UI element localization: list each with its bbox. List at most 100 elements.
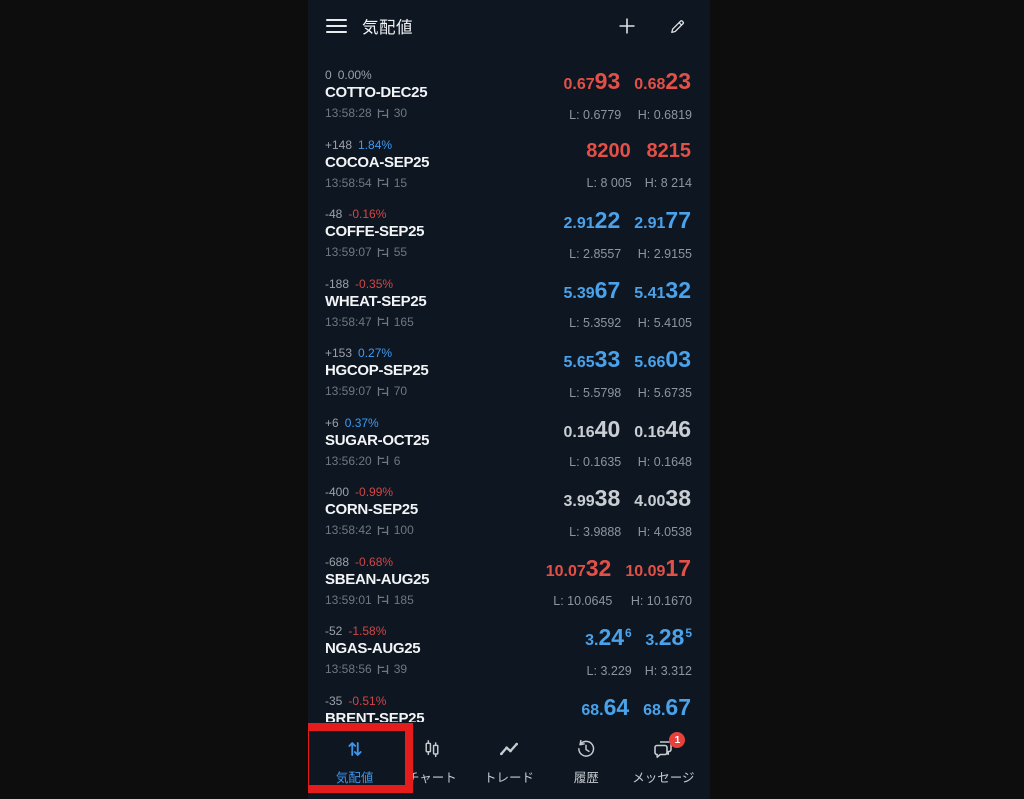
quote-time: 13:58:42 <box>325 523 372 537</box>
daily-change: +6 0.37% <box>325 416 429 430</box>
quote-time: 13:58:47 <box>325 314 372 329</box>
symbol-name: NGAS-AUG25 <box>325 640 421 657</box>
quote-row[interactable]: +153 0.27% HGCOP-SEP25 13:59:07 70 5.6533… <box>325 338 692 408</box>
low-value: L: 3.9888 <box>569 524 622 539</box>
tab-quotes[interactable]: 気配値 <box>316 722 393 799</box>
change-percent: 0.27% <box>358 346 393 360</box>
daily-change: -52 -1.58% <box>325 624 420 638</box>
bid-price: 0.1640 <box>563 415 621 442</box>
change-points: +6 <box>325 415 339 430</box>
bid-price: 5.3967 <box>563 276 621 303</box>
menu-hamburger-icon[interactable] <box>326 18 347 34</box>
tab-label: メッセージ <box>632 771 695 785</box>
low-value: L: 5.3592 <box>569 316 622 331</box>
quote-row[interactable]: -688 -0.68% SBEAN-AUG25 13:59:01 185 10.0… <box>325 547 692 617</box>
high-value: H: 10.1670 <box>630 594 692 609</box>
quote-row[interactable]: -48 -0.16% COFFE-SEP25 13:59:07 55 2.9122… <box>325 199 692 269</box>
edit-symbols-button[interactable] <box>664 13 690 39</box>
tab-messages[interactable]: 1 メッセージ <box>625 722 702 799</box>
quote-row[interactable]: -400 -0.99% CORN-SEP25 13:58:42 100 3.993… <box>325 477 692 547</box>
daily-change: +148 1.84% <box>325 138 429 152</box>
ask-price: 10.0917 <box>625 554 691 581</box>
bid-price: 8200 <box>586 139 631 162</box>
tab-label: 履歴 <box>573 771 599 785</box>
bid-price: 3.9938 <box>563 485 621 511</box>
change-points: -400 <box>325 485 350 499</box>
spread-value: 39 <box>393 662 408 676</box>
message-bubbles-icon: 1 <box>651 732 686 761</box>
quote-row[interactable]: 0 0.00% COTTO-DEC25 13:58:28 30 0.6793 0.… <box>325 60 692 130</box>
quote-time: 13:59:07 <box>325 384 372 398</box>
add-symbol-button[interactable] <box>614 13 640 39</box>
change-points: -48 <box>325 207 343 221</box>
change-percent: -1.58% <box>348 624 387 638</box>
low-value: L: 10.0645 <box>553 594 613 609</box>
quote-time: 13:58:28 <box>325 106 372 120</box>
low-value: L: 5.5798 <box>569 385 622 400</box>
change-percent: -0.51% <box>348 693 387 708</box>
quote-row[interactable]: -52 -1.58% NGAS-AUG25 13:58:56 39 3.246 3… <box>325 616 692 686</box>
low-value: L: 3.229 <box>586 663 632 678</box>
change-points: -52 <box>325 624 343 638</box>
change-points: +153 <box>325 346 353 360</box>
pencil-icon <box>670 19 684 33</box>
high-value: H: 5.6735 <box>637 385 692 400</box>
spread-value: 30 <box>393 106 408 120</box>
daily-change: -688 -0.68% <box>325 555 429 569</box>
tab-history[interactable]: 履歴 <box>548 722 625 799</box>
history-clock-icon <box>575 737 597 761</box>
quote-row[interactable]: +148 1.84% COCOA-SEP25 13:58:54 15 8200 8… <box>325 130 692 200</box>
daily-change: -188 -0.35% <box>325 277 426 291</box>
time-and-spread: 13:58:47 165 <box>325 315 426 329</box>
app-screen: 気配値 0 0.00% COTTO-DEC25 13:58:28 30 <box>308 0 710 799</box>
symbol-name: HGCOP-SEP25 <box>325 362 429 379</box>
spread-icon <box>377 525 388 535</box>
ask-price: 5.4132 <box>634 276 691 303</box>
bottom-nav: 気配値 チャート トレード <box>308 722 710 799</box>
change-percent: 0.37% <box>344 415 379 430</box>
daily-change: 0 0.00% <box>325 68 427 82</box>
tab-chart[interactable]: チャート <box>393 722 470 799</box>
change-percent: -0.35% <box>355 276 394 291</box>
quote-time: 13:58:54 <box>325 175 372 190</box>
ask-price: 2.9177 <box>634 207 691 233</box>
bid-price: 68.64 <box>581 693 630 720</box>
time-and-spread: 13:58:28 30 <box>325 106 427 120</box>
spread-icon <box>377 456 388 465</box>
quote-row[interactable]: +6 0.37% SUGAR-OCT25 13:56:20 6 0.1640 0.… <box>325 408 692 478</box>
spread-value: 185 <box>393 592 414 607</box>
ask-price: 5.6603 <box>634 346 691 372</box>
change-points: -188 <box>325 276 350 291</box>
quotes-arrows-icon <box>344 737 366 761</box>
quote-row[interactable]: -188 -0.35% WHEAT-SEP25 13:58:47 165 5.39… <box>325 269 692 339</box>
spread-value: 100 <box>393 523 414 537</box>
tab-trade[interactable]: トレード <box>470 722 547 799</box>
change-points: 0 <box>325 68 332 82</box>
change-percent: -0.16% <box>348 207 387 221</box>
high-value: H: 5.4105 <box>637 316 692 331</box>
daily-change: +153 0.27% <box>325 346 428 360</box>
time-and-spread: 13:59:01 185 <box>325 593 429 607</box>
symbol-name: CORN-SEP25 <box>325 501 418 518</box>
tab-label: チャート <box>406 771 457 785</box>
tab-label: トレード <box>484 771 535 785</box>
app-header: 気配値 <box>308 0 710 52</box>
spread-icon <box>377 386 388 396</box>
ask-price: 0.6823 <box>634 68 691 94</box>
quote-time: 13:59:01 <box>325 592 372 607</box>
quote-time: 13:56:20 <box>325 453 372 468</box>
low-value: L: 8 005 <box>586 176 632 191</box>
page-title: 気配値 <box>362 19 413 37</box>
high-value: H: 2.9155 <box>637 246 692 261</box>
daily-change: -400 -0.99% <box>325 485 418 499</box>
bid-price: 5.6533 <box>563 346 621 372</box>
spread-icon <box>377 317 388 326</box>
symbol-name: SBEAN-AUG25 <box>325 570 430 588</box>
ask-price: 68.67 <box>643 693 691 720</box>
time-and-spread: 13:58:54 15 <box>325 176 429 190</box>
spread-icon <box>377 247 388 257</box>
high-value: H: 3.312 <box>644 663 692 678</box>
spread-icon <box>377 664 388 674</box>
quote-time: 13:59:07 <box>325 245 372 259</box>
high-value: H: 0.1648 <box>637 455 692 470</box>
